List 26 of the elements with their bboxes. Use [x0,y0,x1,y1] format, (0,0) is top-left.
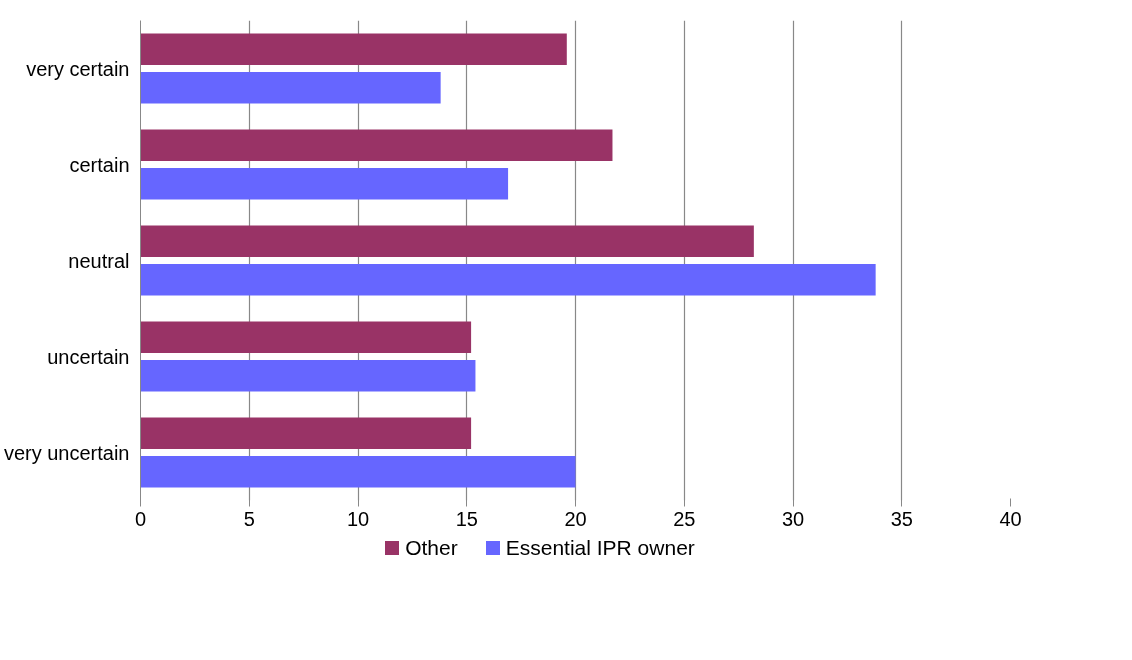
bar [140,33,567,66]
x-tick-label: 35 [890,507,913,530]
y-tick-label: certain [69,153,130,176]
y-tick-label: very certain [26,57,130,80]
bar [140,263,876,296]
x-tick-label: 0 [134,507,147,530]
bar [140,167,509,200]
bar [140,321,472,354]
bar [140,129,613,162]
x-tick-label: 5 [243,507,255,530]
y-tick-label: uncertain [47,345,130,368]
x-tick-label: 15 [455,507,478,530]
legend-label: Essential IPR owner [505,535,695,561]
bar [140,359,476,392]
x-tick-label: 20 [564,507,587,530]
y-tick-label: very uncertain [3,441,130,464]
x-tick-label: 25 [673,507,696,530]
x-tick-label: 30 [781,507,805,530]
x-tick-label: 10 [346,507,370,530]
legend-label: Other [405,535,458,561]
y-tick-label: neutral [68,249,130,272]
x-tick-label: 40 [999,507,1022,530]
bar [140,455,576,488]
bar [140,225,754,258]
bar [140,417,472,450]
bar [140,71,441,104]
